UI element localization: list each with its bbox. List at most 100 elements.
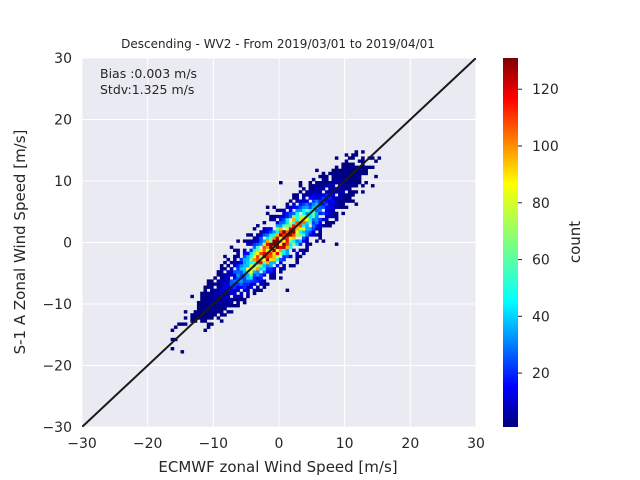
heatmap-cell: [252, 282, 257, 286]
heatmap-cell: [292, 264, 296, 268]
heatmap-cell: [226, 282, 231, 286]
heatmap-cell: [262, 242, 267, 246]
heatmap-cell: [265, 245, 270, 249]
heatmap-cell: [301, 227, 306, 231]
heatmap-cell: [374, 174, 378, 179]
heatmap-cell: [279, 217, 283, 222]
heatmap-cell: [213, 310, 217, 314]
heatmap-cell: [282, 245, 286, 249]
heatmap-cell: [242, 297, 247, 302]
heatmap-cell: [282, 208, 286, 213]
heatmap-cell: [259, 242, 263, 246]
heatmap-cell: [347, 177, 352, 182]
heatmap-cell: [259, 248, 263, 253]
heatmap-cell: [233, 276, 237, 280]
heatmap-cell: [216, 291, 221, 296]
heatmap-cell: [305, 230, 309, 234]
heatmap-cell: [180, 322, 185, 326]
heatmap-cell: [331, 208, 336, 213]
heatmap-cell: [318, 193, 322, 197]
heatmap-cell: [341, 184, 345, 188]
heatmap-cell: [196, 310, 201, 314]
heatmap-cell: [315, 190, 319, 194]
heatmap-cell: [315, 220, 319, 225]
heatmap-cell: [203, 297, 208, 302]
heatmap-cell: [305, 245, 309, 249]
heatmap-cell: [252, 291, 257, 296]
heatmap-cell: [324, 190, 329, 194]
heatmap-cell: [295, 208, 299, 213]
heatmap-cell: [249, 254, 254, 259]
heatmap-cell: [206, 313, 211, 317]
heatmap-cell: [246, 294, 250, 299]
heatmap-cell: [272, 267, 277, 271]
heatmap-cell: [338, 190, 342, 194]
heatmap-cell: [262, 264, 267, 268]
heatmap-cell: [288, 233, 293, 237]
heatmap-cell: [318, 184, 322, 188]
heatmap-cell: [351, 165, 355, 169]
heatmap-cell: [324, 193, 329, 197]
heatmap-cell: [246, 233, 250, 237]
heatmap-cell: [252, 236, 257, 240]
heatmap-cell: [226, 276, 231, 280]
heatmap-cell: [219, 319, 224, 323]
heatmap-cell: [357, 171, 362, 176]
heatmap-cell: [262, 257, 267, 262]
heatmap-cell: [351, 168, 355, 173]
heatmap-cell: [308, 202, 313, 206]
chart-title: Descending - WV2 - From 2019/03/01 to 20…: [121, 37, 435, 51]
colorbar-tick-label: 80: [532, 196, 550, 212]
heatmap-cell: [347, 199, 352, 203]
heatmap-cell: [233, 270, 237, 274]
heatmap-cell: [252, 260, 257, 265]
heatmap-cell: [206, 294, 211, 299]
heatmap-cell: [305, 248, 309, 253]
heatmap-cell: [347, 168, 352, 173]
heatmap-cell: [249, 248, 254, 253]
heatmap-cell: [279, 208, 283, 213]
heatmap-cell: [338, 174, 342, 179]
heatmap-cell: [262, 267, 267, 271]
heatmap-cell: [321, 217, 326, 222]
heatmap-cell: [285, 227, 290, 231]
heatmap-cell: [239, 260, 244, 265]
heatmap-cell: [338, 177, 342, 182]
heatmap-cell: [321, 181, 326, 185]
heatmap-cell: [269, 236, 273, 240]
heatmap-cell: [301, 224, 306, 228]
heatmap-cell: [311, 202, 316, 206]
heatmap-cell: [203, 316, 208, 320]
heatmap-cell: [262, 285, 267, 289]
heatmap-cell: [272, 236, 277, 240]
heatmap-cell: [324, 177, 329, 182]
heatmap-cell: [298, 233, 303, 237]
heatmap-cell: [328, 187, 332, 191]
heatmap-cell: [288, 254, 293, 259]
heatmap-cell: [219, 307, 224, 311]
heatmap-cell: [331, 211, 336, 216]
heatmap-cell: [233, 288, 237, 292]
stdv-annotation: Stdv:1.325 m/s: [100, 82, 194, 97]
heatmap-cell: [236, 273, 240, 277]
heatmap-cell: [210, 294, 214, 299]
heatmap-cell: [226, 291, 231, 296]
heatmap-cell: [252, 254, 257, 259]
heatmap-cell: [285, 211, 290, 216]
heatmap-cell: [331, 193, 336, 197]
heatmap-cell: [249, 270, 254, 274]
heatmap-cell: [206, 325, 211, 329]
heatmap-cell: [206, 322, 211, 326]
heatmap-cell: [331, 214, 336, 219]
heatmap-cell: [242, 279, 247, 283]
heatmap-cell: [242, 288, 247, 292]
heatmap-cell: [285, 251, 290, 256]
heatmap-cell: [190, 319, 194, 323]
heatmap-cell: [292, 220, 296, 225]
heatmap-cell: [288, 211, 293, 216]
heatmap-cell: [357, 168, 362, 173]
heatmap-cell: [318, 199, 322, 203]
heatmap-cell: [269, 214, 273, 219]
heatmap-cell: [213, 282, 217, 286]
heatmap-cell: [324, 220, 329, 225]
